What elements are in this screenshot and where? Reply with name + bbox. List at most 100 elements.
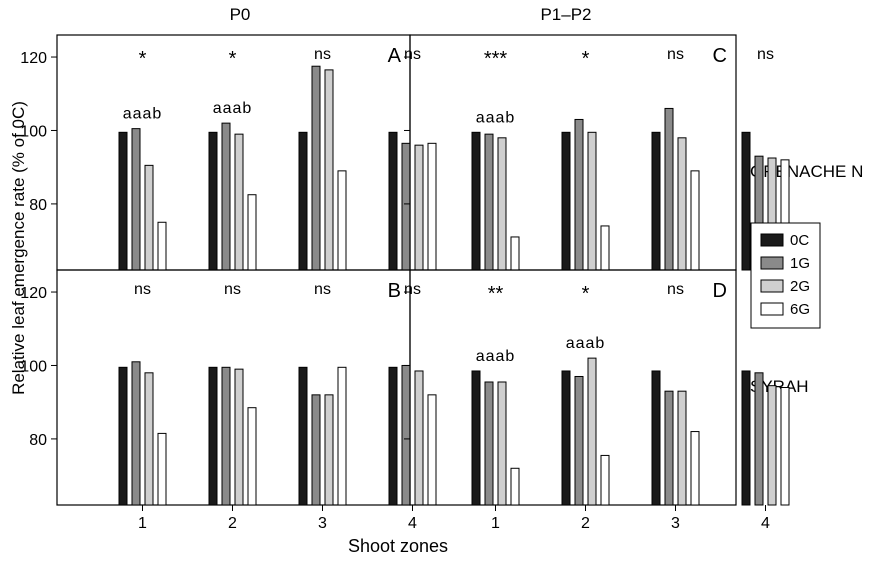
column-title-p1p2: P1–P2 <box>540 5 591 24</box>
significance-label: * <box>582 283 590 305</box>
bar-0C <box>208 366 218 506</box>
significance-label: ns <box>667 46 684 63</box>
significance-label: ** <box>488 283 504 305</box>
bar-6G <box>337 170 347 271</box>
bar-1G <box>401 364 411 506</box>
bar-0C <box>651 370 661 506</box>
bar-2G <box>324 394 334 506</box>
legend-label-0C: 0C <box>790 232 809 249</box>
legend: 0C 1G 2G 6G <box>750 222 821 329</box>
legend-swatch-0C <box>760 233 784 247</box>
panel-frame <box>56 34 411 271</box>
bar-2G <box>677 390 687 506</box>
bar-1G <box>484 133 494 271</box>
bar-2G <box>587 357 597 506</box>
bar-6G <box>510 236 520 271</box>
panel-letter: D <box>713 280 727 302</box>
bar-2G <box>587 131 597 271</box>
y-tick-label: 80 <box>29 432 47 449</box>
bar-2G <box>144 372 154 506</box>
significance-label: *** <box>484 48 508 70</box>
panel-letter: C <box>713 45 727 67</box>
bar-0C <box>208 131 218 271</box>
bar-1G <box>664 107 674 271</box>
bar-0C <box>471 131 481 271</box>
group-letters: aaab <box>476 348 516 365</box>
x-tick-label: 1 <box>491 515 500 532</box>
significance-label: * <box>229 48 237 70</box>
significance-label: ns <box>314 281 331 298</box>
bar-1G <box>221 366 231 506</box>
column-title-p0: P0 <box>230 5 251 24</box>
bar-1G <box>754 372 764 506</box>
bar-6G <box>600 454 610 506</box>
bar-0C <box>471 370 481 506</box>
x-tick-label: 2 <box>228 515 237 532</box>
group-letters: aaab <box>566 335 606 352</box>
significance-label: ns <box>667 281 684 298</box>
y-tick-label: 100 <box>20 123 47 140</box>
significance-label: ns <box>134 281 151 298</box>
x-tick-label: 1 <box>138 515 147 532</box>
bar-2G <box>234 368 244 506</box>
bar-0C <box>388 131 398 271</box>
bar-2G <box>767 385 777 506</box>
bar-0C <box>388 366 398 506</box>
bar-6G <box>157 432 167 506</box>
x-tick-label: 2 <box>581 515 590 532</box>
bar-1G <box>484 381 494 506</box>
y-tick-label: 80 <box>29 197 47 214</box>
y-tick-label: 120 <box>20 50 47 67</box>
group-letters: aaab <box>476 109 516 126</box>
bar-1G <box>311 65 321 271</box>
significance-label: ns <box>757 46 774 63</box>
row-label-syrah: SYRAH <box>750 377 809 396</box>
bar-6G <box>780 387 790 506</box>
significance-label: * <box>582 48 590 70</box>
bar-2G <box>234 133 244 271</box>
panel-C: C *** aaab * ns ns <box>404 34 790 271</box>
legend-swatch-2G <box>760 279 784 293</box>
panel-D: D 1 ** aaab 2 * aaab 3 ns 4 ns <box>404 269 790 532</box>
bar-6G <box>247 407 257 506</box>
bar-0C <box>298 131 308 271</box>
y-axis-label: Relative leaf emergence rate (% of 0C) <box>9 101 28 395</box>
bar-6G <box>427 142 437 271</box>
bar-2G <box>324 69 334 271</box>
legend-swatch-6G <box>760 302 784 316</box>
bar-0C <box>561 370 571 506</box>
bar-0C <box>651 131 661 271</box>
bar-6G <box>600 225 610 271</box>
panel-A: A 80 100 120 * aaab * aaab ns ns <box>20 34 437 271</box>
x-tick-label: 4 <box>761 515 770 532</box>
x-tick-label: 4 <box>408 515 417 532</box>
bar-2G <box>497 381 507 506</box>
bar-2G <box>497 137 507 271</box>
significance-label: ns <box>314 46 331 63</box>
bar-6G <box>510 467 520 506</box>
significance-label: * <box>139 48 147 70</box>
group-letters: aaab <box>213 100 253 117</box>
bar-1G <box>221 122 231 271</box>
y-tick-label: 100 <box>20 358 47 375</box>
panel-letter: A <box>388 45 402 67</box>
legend-label-1G: 1G <box>790 255 810 272</box>
significance-label: ns <box>404 46 421 63</box>
bar-0C <box>118 366 128 506</box>
bar-2G <box>677 137 687 271</box>
group-letters: aaab <box>123 106 163 123</box>
legend-label-6G: 6G <box>790 301 810 318</box>
bar-0C <box>118 131 128 271</box>
bar-2G <box>144 164 154 271</box>
bar-1G <box>664 390 674 506</box>
bar-1G <box>574 375 584 506</box>
bar-1G <box>131 361 141 506</box>
panel-frame <box>409 34 737 271</box>
bar-6G <box>157 221 167 271</box>
bar-1G <box>574 118 584 271</box>
bar-0C <box>741 131 751 271</box>
significance-label: ns <box>224 281 241 298</box>
bar-2G <box>414 144 424 271</box>
legend-swatch-1G <box>760 256 784 270</box>
